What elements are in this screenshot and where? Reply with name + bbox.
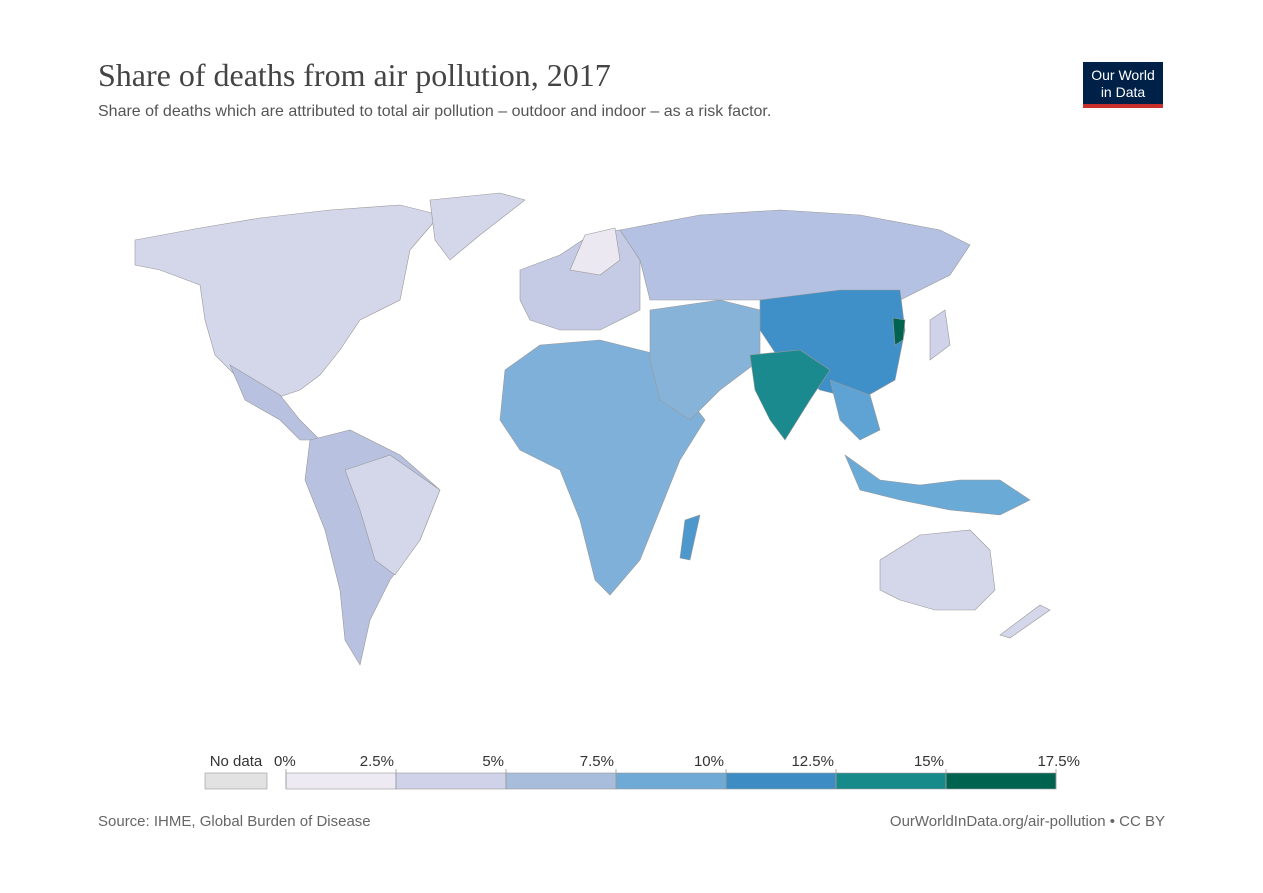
logo-text: in Data xyxy=(1101,84,1146,100)
legend-bin xyxy=(945,772,1057,790)
indonesia xyxy=(844,454,1031,516)
india xyxy=(749,349,831,441)
legend-tick-label: 17.5% xyxy=(1037,753,1080,770)
source-url[interactable]: OurWorldInData.org/air-pollution • CC BY xyxy=(890,813,1165,830)
no-data-swatch xyxy=(204,772,268,790)
logo-box xyxy=(1083,62,1163,104)
brazil xyxy=(344,454,441,576)
russia xyxy=(619,209,971,301)
legend-tick-label: 7.5% xyxy=(580,753,614,770)
middle-east xyxy=(649,299,761,421)
legend-tick-label: 2.5% xyxy=(360,753,394,770)
logo-bar xyxy=(1083,104,1163,108)
legend-bin xyxy=(835,772,947,790)
logo-text: Our World xyxy=(1091,67,1155,83)
madagascar xyxy=(679,514,701,561)
no-data-label: No data xyxy=(210,753,263,770)
scandinavia xyxy=(569,227,621,276)
legend-bin xyxy=(285,772,397,790)
korea xyxy=(892,317,906,346)
legend-tick-label: 10% xyxy=(694,753,724,770)
world-map xyxy=(134,192,1051,666)
new-zealand xyxy=(999,604,1051,639)
north-america xyxy=(134,204,441,401)
africa xyxy=(499,339,706,596)
legend-tick-label: 15% xyxy=(914,753,944,770)
legend-bin xyxy=(505,772,617,790)
legend-bin xyxy=(395,772,507,790)
legend-bin xyxy=(725,772,837,790)
europe xyxy=(519,229,641,331)
logo[interactable]: Our World in Data xyxy=(1083,62,1163,108)
legend-tick-label: 0% xyxy=(274,753,296,770)
title: Share of deaths from air pollution, 2017 xyxy=(98,57,611,93)
source: Source: IHME, Global Burden of Disease xyxy=(98,813,371,830)
subtitle: Share of deaths which are attributed to … xyxy=(98,103,771,120)
legend-bin xyxy=(615,772,727,790)
legend-tick-label: 5% xyxy=(482,753,504,770)
japan xyxy=(929,309,951,361)
greenland xyxy=(429,192,526,261)
china xyxy=(759,289,906,401)
legend-tick-label: 12.5% xyxy=(791,753,834,770)
southeast-asia xyxy=(829,379,881,441)
australia xyxy=(879,529,996,611)
